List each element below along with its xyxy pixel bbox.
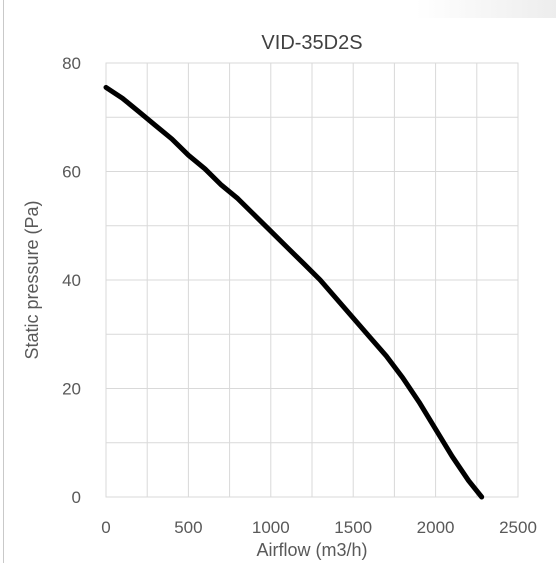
- x-tick-label: 500: [174, 518, 202, 537]
- series-line: [103, 84, 485, 500]
- chart-frame: [3, 0, 554, 563]
- x-axis-ticks: 0 500 1000 1500 2000 2500: [101, 518, 537, 537]
- y-axis-label: Static pressure (Pa): [22, 200, 42, 359]
- y-tick-label: 40: [62, 271, 81, 290]
- x-tick-label: 1000: [252, 518, 290, 537]
- x-axis-label: Airflow (m3/h): [256, 540, 367, 560]
- x-tick-label: 2500: [499, 518, 537, 537]
- y-tick-label: 20: [62, 380, 81, 399]
- y-tick-label: 0: [72, 488, 81, 507]
- plot-area: [105, 62, 519, 498]
- x-tick-label: 1500: [334, 518, 372, 537]
- background-fade: [416, 0, 556, 18]
- x-tick-label: 2000: [417, 518, 455, 537]
- x-tick-label: 0: [101, 518, 110, 537]
- chart-title: VID-35D2S: [261, 32, 362, 54]
- y-tick-label: 80: [62, 54, 81, 73]
- y-axis-ticks: 0 20 40 60 80: [62, 54, 81, 507]
- grid: [105, 62, 519, 498]
- y-tick-label: 60: [62, 163, 81, 182]
